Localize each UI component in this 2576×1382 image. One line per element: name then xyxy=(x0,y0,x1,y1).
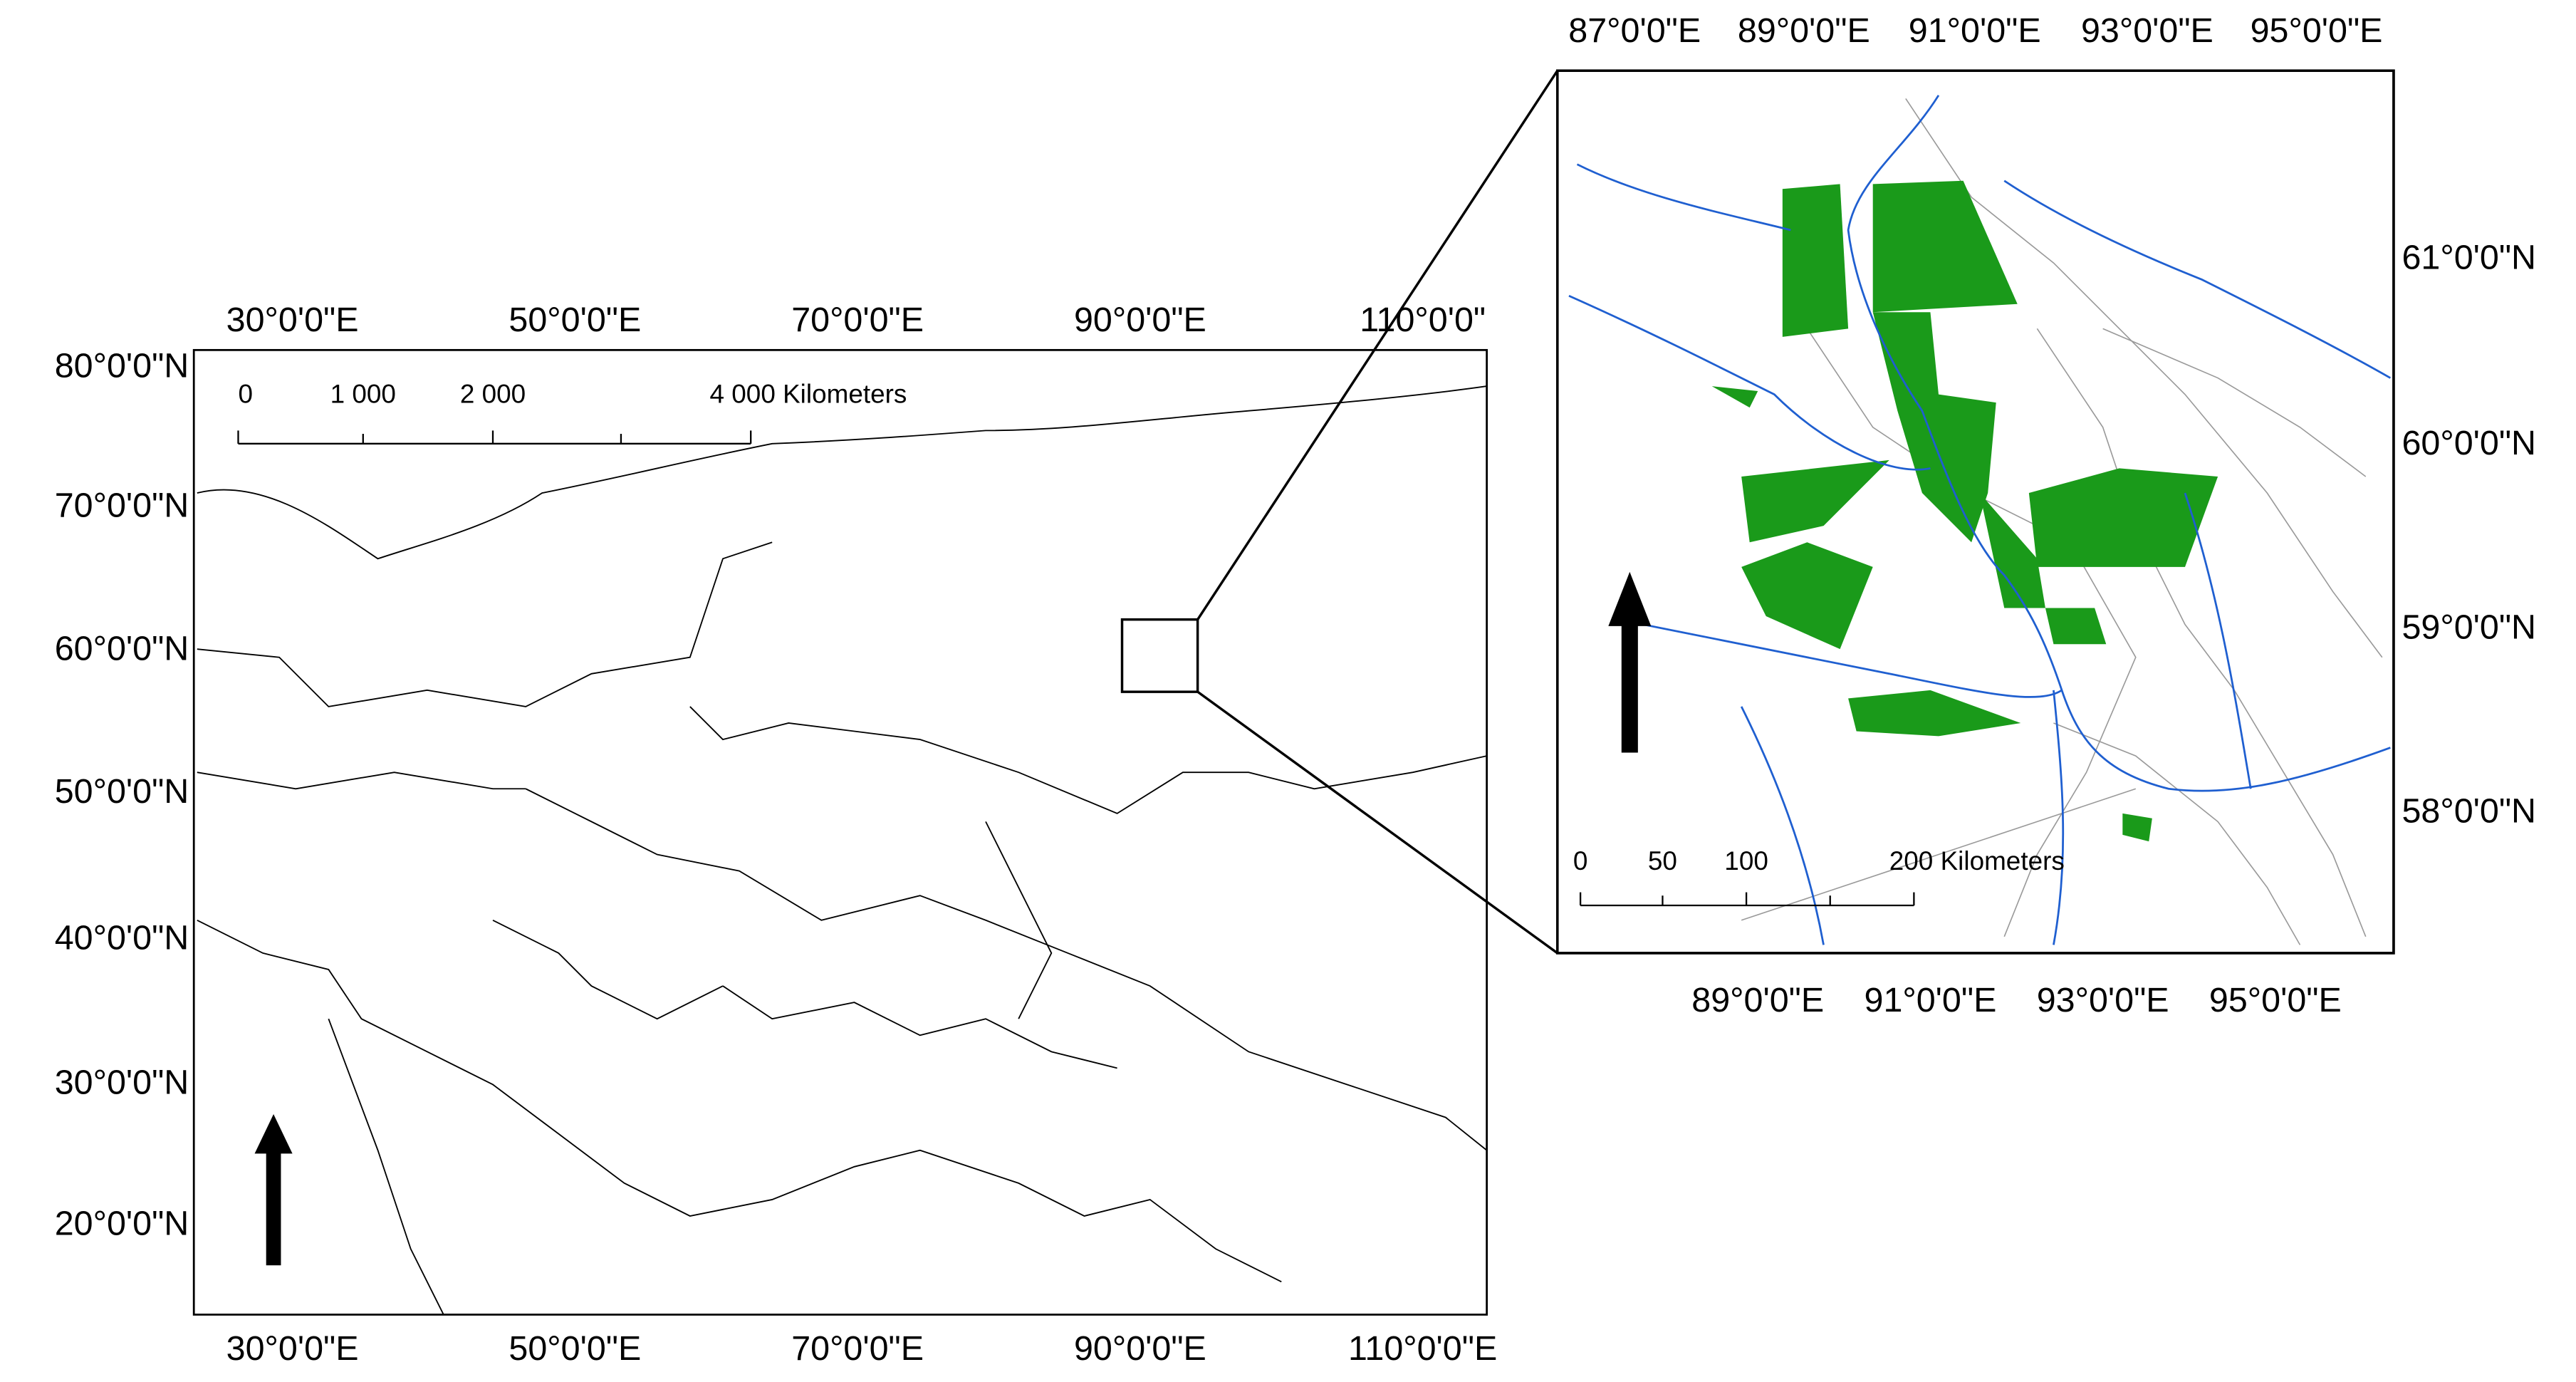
scale-label: 100 xyxy=(1724,846,1768,876)
border xyxy=(197,541,773,707)
overview-frame xyxy=(192,348,1488,1316)
bottom-label: 90°0'0"E xyxy=(1074,1329,1206,1368)
border xyxy=(492,919,724,1020)
coastline xyxy=(328,1018,444,1315)
left-label: 70°0'0"N xyxy=(55,487,189,525)
top-label: 89°0'0"E xyxy=(1738,11,1870,50)
top-label: 91°0'0"E xyxy=(1909,11,2041,50)
left-label: 80°0'0"N xyxy=(55,347,189,385)
top-label: 90°0'0"E xyxy=(1074,301,1206,339)
border xyxy=(689,706,1487,814)
scale-label: 0 xyxy=(1573,846,1588,876)
left-label: 40°0'0"N xyxy=(55,918,189,957)
right-label: 58°0'0"N xyxy=(2402,792,2536,831)
inset-box xyxy=(1120,618,1199,693)
left-label: 60°0'0"N xyxy=(55,629,189,667)
bottom-label: 70°0'0"E xyxy=(791,1329,924,1368)
overview-map xyxy=(197,385,1488,1315)
overview-arrow xyxy=(254,1113,293,1266)
scale-label: 0 xyxy=(238,380,253,409)
bottom-label: 93°0'0"E xyxy=(2037,981,2169,1019)
coastline xyxy=(197,385,1487,560)
border xyxy=(197,771,526,790)
right-label: 61°0'0"N xyxy=(2402,238,2536,276)
scale-label: 50 xyxy=(1648,846,1677,876)
scale-label: 4 000 Kilometers xyxy=(710,380,907,409)
top-label: 110°0'0" xyxy=(1360,301,1486,339)
scale-label: 2 000 xyxy=(460,380,526,409)
roads xyxy=(1741,98,2383,945)
top-label: 93°0'0"E xyxy=(2081,11,2213,50)
left-label: 50°0'0"N xyxy=(55,772,189,811)
left-label: 20°0'0"N xyxy=(55,1205,189,1243)
top-label: 50°0'0"E xyxy=(509,301,641,339)
coastline xyxy=(197,919,1282,1283)
bottom-label: 50°0'0"E xyxy=(509,1329,641,1368)
border xyxy=(525,788,1488,1151)
scale-label: 1 000 xyxy=(330,380,396,409)
top-label: 70°0'0"E xyxy=(791,301,924,339)
bottom-label: 30°0'0"E xyxy=(226,1329,359,1368)
left-label: 30°0'0"N xyxy=(55,1063,189,1101)
right-label: 60°0'0"N xyxy=(2402,424,2536,462)
top-label: 30°0'0"E xyxy=(226,301,359,339)
scale-label: 200 Kilometers xyxy=(1889,846,2065,876)
connector xyxy=(1196,70,1559,620)
rivers xyxy=(1568,95,2392,945)
bottom-label: 110°0'0"E xyxy=(1348,1329,1497,1368)
border xyxy=(985,821,1053,1019)
forest-areas xyxy=(1711,180,2218,842)
overview-scale-ticks xyxy=(237,430,752,444)
connector xyxy=(1196,690,1558,955)
detail-frame-border xyxy=(1556,69,2395,955)
top-label: 95°0'0"E xyxy=(2251,11,2383,50)
right-label: 59°0'0"N xyxy=(2402,608,2536,646)
detail-arrow xyxy=(1608,571,1652,753)
bottom-label: 91°0'0"E xyxy=(1865,981,1997,1019)
bottom-label: 95°0'0"E xyxy=(2209,981,2342,1019)
top-label: 87°0'0"E xyxy=(1568,11,1701,50)
bottom-label: 89°0'0"E xyxy=(1691,981,1824,1019)
border xyxy=(722,985,1117,1069)
detail-scale-bar xyxy=(1579,892,1915,907)
